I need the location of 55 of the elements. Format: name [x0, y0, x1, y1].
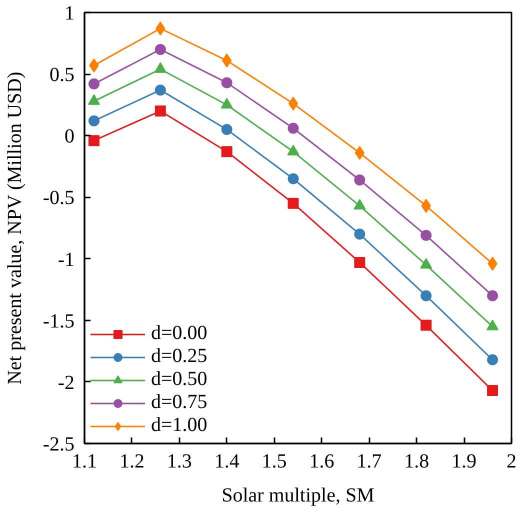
point	[154, 62, 166, 73]
y-tick-label: 0.5	[50, 64, 74, 86]
x-tick-label: 1.8	[404, 450, 430, 472]
y-tick-label: 1	[64, 2, 74, 24]
x-tick-label: 1.3	[166, 450, 192, 472]
point	[420, 290, 432, 302]
point	[154, 106, 166, 117]
y-tick-label: -1	[58, 248, 75, 271]
y-tick-label: -2	[58, 372, 75, 394]
y-tick-label: -0.5	[42, 187, 75, 210]
legend-label: d=0.50	[151, 368, 208, 391]
x-tick-label: 2	[506, 450, 516, 472]
point	[288, 173, 299, 184]
point	[221, 124, 232, 135]
y-tick-label: -2.5	[42, 434, 75, 456]
point	[288, 96, 298, 111]
x-tick-label: 1.4	[214, 450, 240, 472]
x-tick-label: 1.5	[262, 450, 287, 472]
point	[420, 258, 432, 269]
y-axis-title: Net present value, NPV (Million USD)	[4, 72, 26, 385]
y-tick-label: -1.5	[42, 310, 75, 332]
y-tick-label: 0	[64, 126, 74, 148]
point	[354, 146, 365, 160]
point	[88, 135, 100, 146]
point	[487, 290, 498, 302]
x-tick-label: 1.1	[72, 450, 97, 472]
legend-label: d=0.00	[151, 322, 208, 345]
point	[88, 94, 100, 105]
point	[154, 84, 166, 96]
point	[420, 320, 432, 331]
point	[88, 78, 100, 90]
point	[420, 230, 432, 241]
point	[487, 354, 498, 366]
legend-label: d=0.75	[151, 391, 208, 414]
point	[221, 146, 232, 158]
x-axis-title: Solar multiple, SM	[222, 484, 375, 506]
point	[354, 256, 366, 268]
x-tick-label: 1.2	[119, 450, 144, 472]
point	[221, 77, 232, 88]
point	[88, 115, 100, 126]
x-tick-label: 1.9	[452, 450, 477, 472]
point	[486, 320, 499, 330]
point	[487, 385, 498, 396]
legend-label: d=1.00	[151, 414, 208, 437]
x-tick-label: 1.6	[309, 450, 334, 472]
point	[287, 144, 300, 156]
legend-label: d=0.25	[151, 345, 208, 368]
point	[220, 98, 233, 109]
point	[354, 228, 366, 240]
point	[288, 198, 299, 209]
point	[354, 198, 366, 210]
point	[288, 122, 299, 134]
x-tick-label: 1.7	[356, 450, 382, 472]
point	[154, 44, 166, 55]
point	[354, 174, 366, 186]
